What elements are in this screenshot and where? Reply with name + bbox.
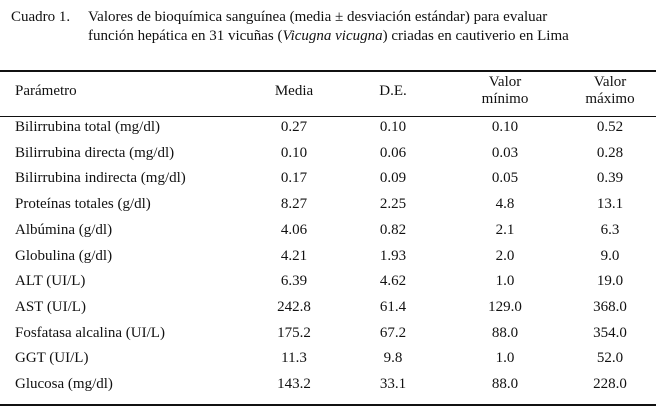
header-de: D.E. [379, 83, 407, 99]
cell-media: 0.17 [280, 170, 308, 187]
cell-maximo: 228.0 [593, 376, 627, 392]
table-top-rule [0, 70, 656, 72]
cell-minimo: 1.0 [495, 273, 515, 290]
cell-de: 0.06 [379, 144, 407, 161]
cell-de: 1.93 [379, 247, 407, 264]
cell-maximo: 9.0 [600, 247, 620, 264]
caption-text: Valores de bioquímica sanguínea (media ±… [88, 8, 650, 46]
cell-parametro: Globulina (g/dl) [15, 247, 113, 264]
header-valor-maximo-line-1: Valor [593, 74, 627, 90]
cell-media: 143.2 [277, 376, 311, 392]
cell-minimo: 0.03 [491, 144, 519, 161]
cell-minimo: 129.0 [488, 298, 522, 315]
cell-parametro: GGT (UI/L) [15, 350, 89, 367]
header-media: Media [274, 83, 314, 99]
cell-parametro: Proteínas totales (g/dl) [15, 196, 151, 213]
cell-maximo: 368.0 [593, 298, 627, 315]
cell-de: 9.8 [383, 350, 403, 367]
cell-minimo: 2.1 [495, 221, 515, 238]
cell-media: 0.27 [280, 119, 308, 135]
cell-de: 4.62 [379, 273, 407, 290]
cell-de: 67.2 [379, 324, 407, 341]
cell-minimo: 88.0 [491, 376, 519, 392]
cell-maximo: 19.0 [596, 273, 624, 290]
cell-media: 8.27 [280, 196, 308, 213]
table-row: Proteínas totales (g/dl) 8.27 2.25 4.8 1… [0, 196, 656, 222]
cell-maximo: 6.3 [600, 221, 620, 238]
cell-parametro: Albúmina (g/dl) [15, 221, 113, 238]
cell-parametro: ALT (UI/L) [15, 273, 86, 290]
cell-media: 0.10 [280, 144, 308, 161]
header-parametro: Parámetro [15, 83, 77, 99]
cell-minimo: 88.0 [491, 324, 519, 341]
cell-maximo: 0.39 [596, 170, 624, 187]
caption-species-name: Vicugna vicugna [282, 28, 383, 44]
cell-media: 175.2 [277, 324, 311, 341]
cell-parametro: Fosfatasa alcalina (UI/L) [15, 324, 165, 341]
cell-maximo: 0.28 [596, 144, 624, 161]
header-valor-maximo-line-2: máximo [585, 91, 635, 107]
table-bottom-rule [0, 404, 656, 406]
caption-line-2: función hepática en 31 vicuñas (Vicugna … [88, 27, 650, 46]
caption-line-2-end: ) criadas en cautiverio en Lima [382, 28, 569, 44]
cell-parametro: Bilirrubina directa (mg/dl) [15, 144, 175, 161]
cell-de: 0.09 [379, 170, 407, 187]
table-row: AST (UI/L) 242.8 61.4 129.0 368.0 [0, 299, 656, 325]
table-row: Glucosa (mg/dl) 143.2 33.1 88.0 228.0 [0, 376, 656, 402]
cell-media: 4.06 [280, 221, 308, 238]
header-valor-minimo: Valor mínimo [455, 74, 555, 108]
cell-parametro: Glucosa (mg/dl) [15, 376, 113, 392]
cell-media: 242.8 [277, 298, 311, 315]
table-row: ALT (UI/L) 6.39 4.62 1.0 19.0 [0, 273, 656, 299]
table-row: Globulina (g/dl) 4.21 1.93 2.0 9.0 [0, 248, 656, 274]
cell-minimo: 1.0 [495, 350, 515, 367]
cell-maximo: 0.52 [596, 119, 624, 135]
table-row: Fosfatasa alcalina (UI/L) 175.2 67.2 88.… [0, 325, 656, 351]
cell-de: 61.4 [379, 298, 407, 315]
cell-minimo: 4.8 [495, 196, 515, 213]
caption-line-1: Valores de bioquímica sanguínea (media ±… [88, 9, 548, 25]
cell-minimo: 0.05 [491, 170, 519, 187]
cell-maximo: 13.1 [596, 196, 624, 213]
cell-media: 11.3 [281, 350, 307, 367]
cell-de: 0.82 [379, 221, 407, 238]
table-row: Bilirrubina indirecta (mg/dl) 0.17 0.09 … [0, 170, 656, 196]
table-row: Bilirrubina directa (mg/dl) 0.10 0.06 0.… [0, 145, 656, 171]
cell-parametro: Bilirrubina total (mg/dl) [15, 119, 160, 135]
caption-line-2-start: función hepática en 31 vicuñas ( [88, 28, 283, 44]
cell-minimo: 0.10 [491, 119, 519, 135]
table-row: GGT (UI/L) 11.3 9.8 1.0 52.0 [0, 350, 656, 376]
table-row: Albúmina (g/dl) 4.06 0.82 2.1 6.3 [0, 222, 656, 248]
cell-minimo: 2.0 [495, 247, 515, 264]
cell-maximo: 354.0 [593, 324, 627, 341]
table-row: Bilirrubina total (mg/dl) 0.27 0.10 0.10… [0, 119, 656, 145]
table-number: Cuadro 1. [11, 9, 71, 25]
header-valor-maximo: Valor máximo [560, 74, 660, 108]
table-header-rule [0, 116, 656, 117]
cell-parametro: AST (UI/L) [15, 298, 86, 315]
cell-de: 0.10 [379, 119, 407, 135]
cell-maximo: 52.0 [596, 350, 624, 367]
cell-de: 33.1 [379, 376, 407, 392]
cell-de: 2.25 [379, 196, 407, 213]
header-valor-minimo-line-2: mínimo [481, 91, 529, 107]
header-valor-minimo-line-1: Valor [488, 74, 522, 90]
cell-media: 6.39 [280, 273, 308, 290]
cell-media: 4.21 [280, 247, 308, 264]
cell-parametro: Bilirrubina indirecta (mg/dl) [15, 170, 186, 187]
